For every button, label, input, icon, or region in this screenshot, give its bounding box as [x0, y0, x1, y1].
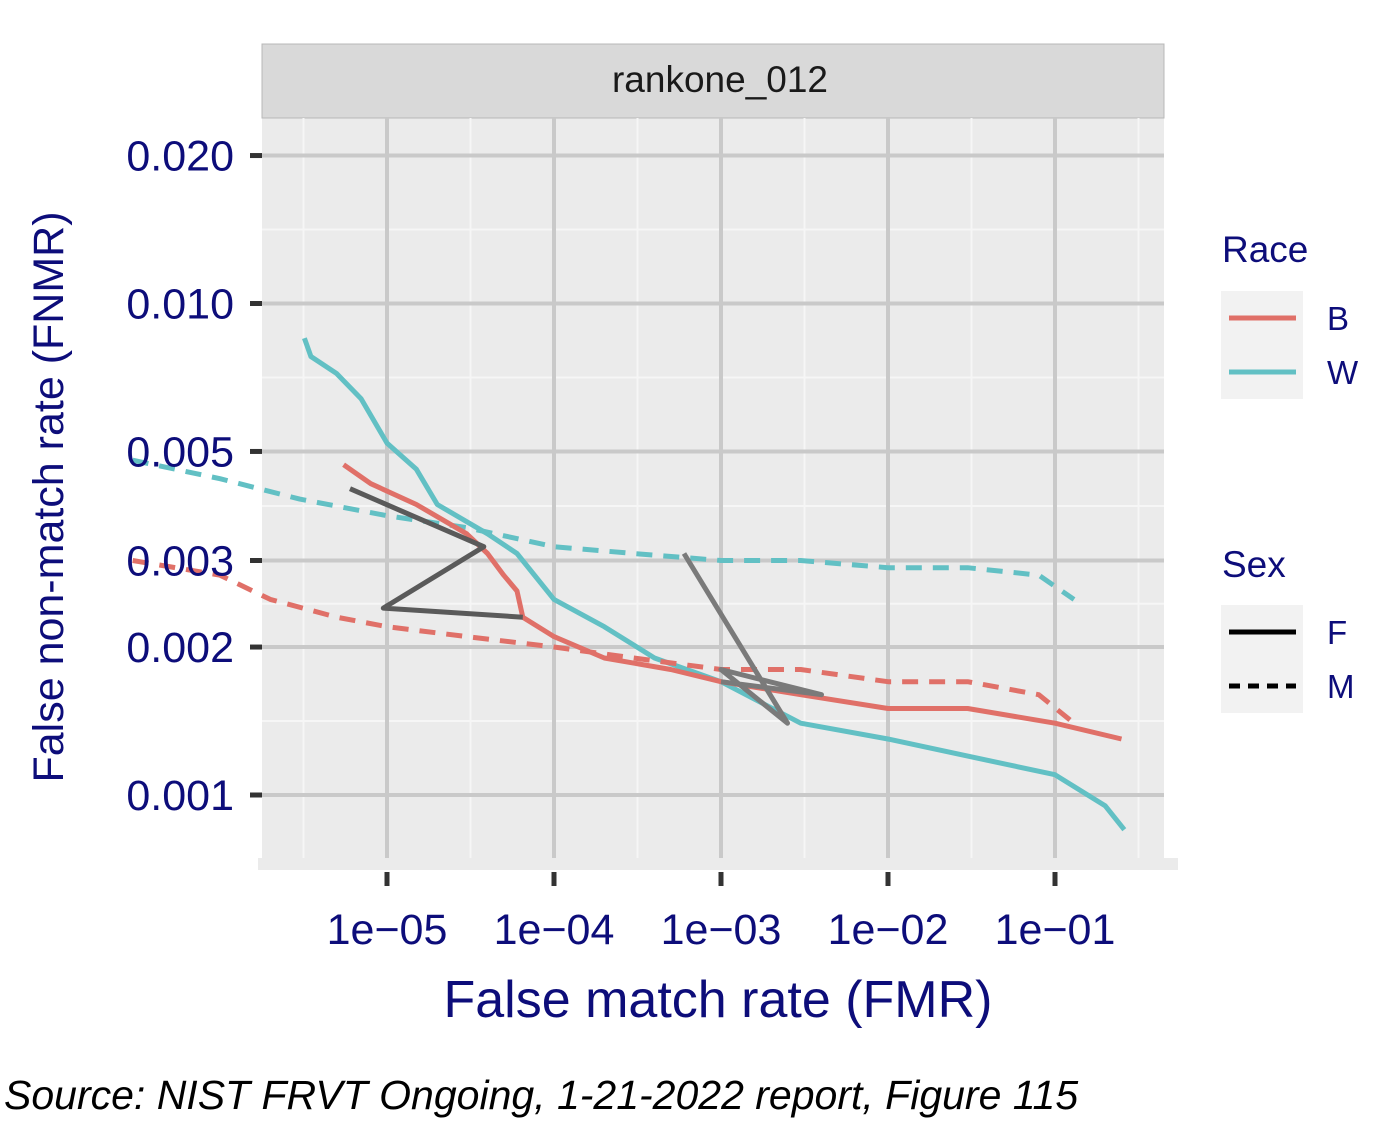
series-line-b-f — [342, 462, 1123, 742]
x-tick-label: 1e−01 — [995, 906, 1116, 954]
series-line-b-m — [132, 558, 1076, 726]
x-axis-band — [258, 858, 1178, 870]
x-tick-label: 1e−04 — [494, 906, 615, 954]
y-tick-label: 0.002 — [126, 624, 234, 672]
series-line-connector-high — [681, 552, 824, 726]
legend-label-m: M — [1327, 668, 1355, 705]
fnmr-fmr-chart: rankone_012 1e−05 1e−04 1e−03 1e−02 1e−01 0.0… — [25, 43, 1359, 1029]
facet-title: rankone_012 — [612, 59, 828, 100]
y-tick-label: 0.003 — [126, 537, 234, 585]
series-line-w-m — [132, 457, 1076, 602]
legend-title-sex: Sex — [1222, 544, 1286, 585]
y-tick-label: 0.010 — [126, 281, 234, 329]
series-line-w-f — [302, 337, 1127, 832]
y-tick-label: 0.005 — [126, 428, 234, 476]
legend-label-w: W — [1327, 354, 1359, 391]
source-note: Source: NIST FRVT Ongoing, 1-21-2022 rep… — [4, 1072, 1079, 1118]
legend-label-f: F — [1327, 614, 1347, 651]
y-tick-label: 0.001 — [126, 772, 234, 820]
y-axis-title: False non-match rate (FNMR) — [25, 211, 73, 782]
legend-label-b: B — [1327, 300, 1349, 337]
legend-sex-keys — [1221, 605, 1303, 713]
legend: Race B W Sex F M — [1221, 229, 1359, 713]
series-line-connector-low — [349, 486, 523, 620]
x-tick-label: 1e−03 — [661, 906, 782, 954]
legend-race-keys — [1221, 291, 1303, 399]
y-tick-label: 0.020 — [126, 133, 234, 181]
facet-strip — [261, 43, 1165, 119]
x-axis-title: False match rate (FMR) — [444, 971, 993, 1029]
legend-title-race: Race — [1222, 229, 1308, 270]
x-tick-label: 1e−05 — [327, 906, 448, 954]
plot-panel — [262, 118, 1164, 858]
x-tick-label: 1e−02 — [828, 906, 949, 954]
